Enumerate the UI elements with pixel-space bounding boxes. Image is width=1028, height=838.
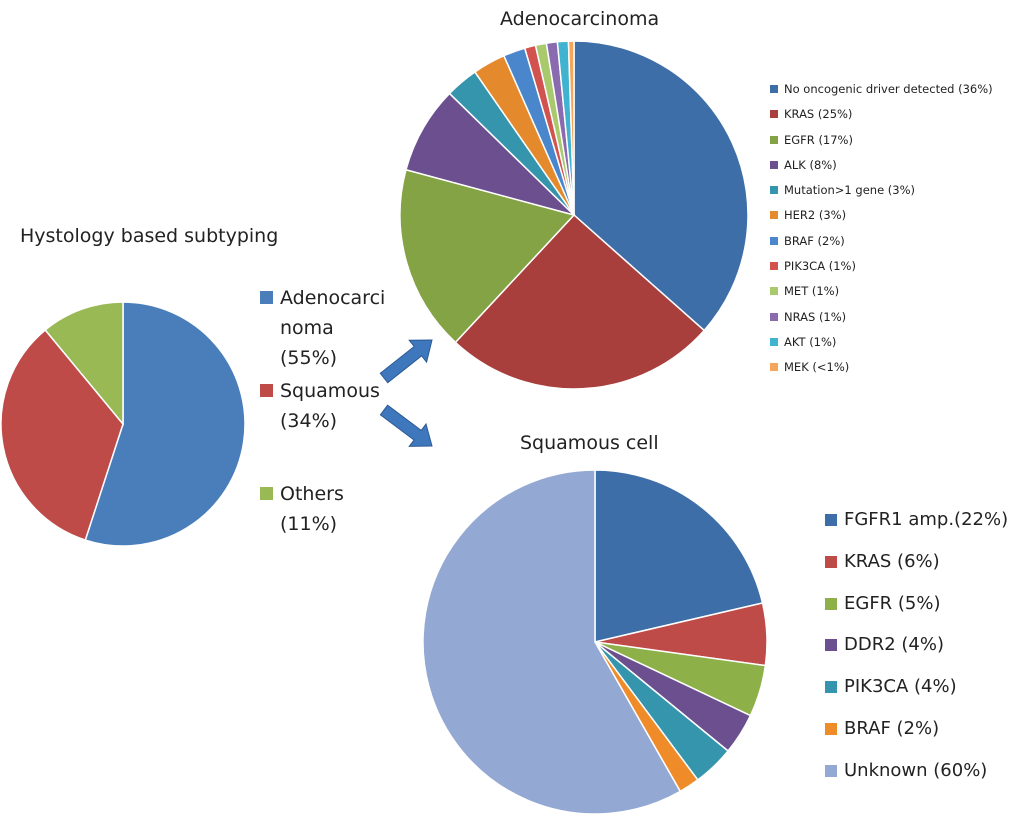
squamous-title: Squamous cell [520, 432, 659, 454]
legend-swatch [770, 110, 778, 119]
legend-swatch [770, 312, 778, 321]
legend-swatch [825, 555, 837, 568]
legend-swatch [770, 186, 778, 195]
legend-label: BRAF (2%) [844, 717, 940, 739]
histology-title: Hystology based subtyping [20, 225, 279, 247]
legend-swatch [770, 262, 778, 271]
slice-squamous-34 [0, 328, 124, 541]
legend-label: DDR2 (4%) [844, 634, 945, 656]
legend-label: No oncogenic driver detected (36%) [784, 82, 993, 96]
legend-label: AKT (1%) [784, 334, 837, 349]
legend-label: MET (1%) [784, 284, 840, 299]
legend-label: KRAS (25%) [784, 107, 853, 122]
legend-swatch [260, 384, 273, 397]
legend-label: PIK3CA (1%) [784, 259, 856, 274]
legend-swatch [825, 681, 837, 694]
legend-swatch [770, 135, 778, 144]
flow-arrows [379, 339, 433, 447]
legend-swatch [260, 487, 273, 500]
slice-alk-8 [405, 92, 577, 217]
arrow-to-adenocarcinoma [379, 339, 433, 384]
arrow-to-squamous [379, 404, 433, 447]
legend-swatch [825, 639, 837, 652]
legend-label: NRAS (1%) [784, 309, 847, 324]
legend-label: BRAF (2%) [784, 233, 845, 248]
legend-label: Mutation>1 gene (3%) [784, 183, 916, 198]
legend-label: PIK3CA (4%) [844, 676, 957, 698]
legend-swatch [825, 722, 837, 735]
legend-label: Adenocarci noma (55%) [280, 287, 386, 369]
legend-swatch [825, 597, 837, 610]
legend-label: Others (11%) [280, 483, 344, 535]
slice-unknown-60 [422, 469, 682, 815]
legend-label: KRAS (6%) [844, 550, 940, 572]
legend-swatch [825, 514, 837, 526]
adenocarcinoma-pie [399, 40, 749, 390]
legend-swatch [770, 363, 778, 372]
slice-others-11 [44, 301, 124, 427]
legend-label: EGFR (17%) [784, 132, 853, 147]
legend-label: MEK (<1%) [784, 360, 850, 375]
legend-swatch [770, 85, 778, 93]
slice-mek-1 [567, 40, 575, 216]
legend-label: Squamous (34%) [280, 380, 380, 432]
legend-swatch [770, 211, 778, 220]
legend-swatch [770, 160, 778, 169]
legend-label: FGFR1 amp.(22%) [844, 509, 1009, 530]
slice-kras-25 [454, 213, 706, 390]
adenocarcinoma-title: Adenocarcinoma [500, 8, 660, 30]
legend-label: HER2 (3%) [784, 208, 847, 223]
slice-fgfr1-amp-22 [594, 469, 764, 643]
legend-label: ALK (8%) [784, 157, 837, 172]
legend-swatch [770, 337, 778, 346]
slice-egfr-17 [399, 168, 576, 344]
legend-label: EGFR (5%) [844, 592, 941, 614]
legend-label: Unknown (60%) [844, 759, 988, 781]
legend-swatch [825, 764, 837, 777]
squamous-pie [422, 469, 768, 815]
histology-pie [0, 301, 246, 547]
slice-adenocarci-noma-55 [84, 301, 246, 547]
legend-swatch [770, 236, 778, 245]
slice-no-oncogenic-driver-detected-36 [573, 40, 749, 332]
legend-swatch [770, 287, 778, 296]
legend-swatch [260, 291, 273, 304]
